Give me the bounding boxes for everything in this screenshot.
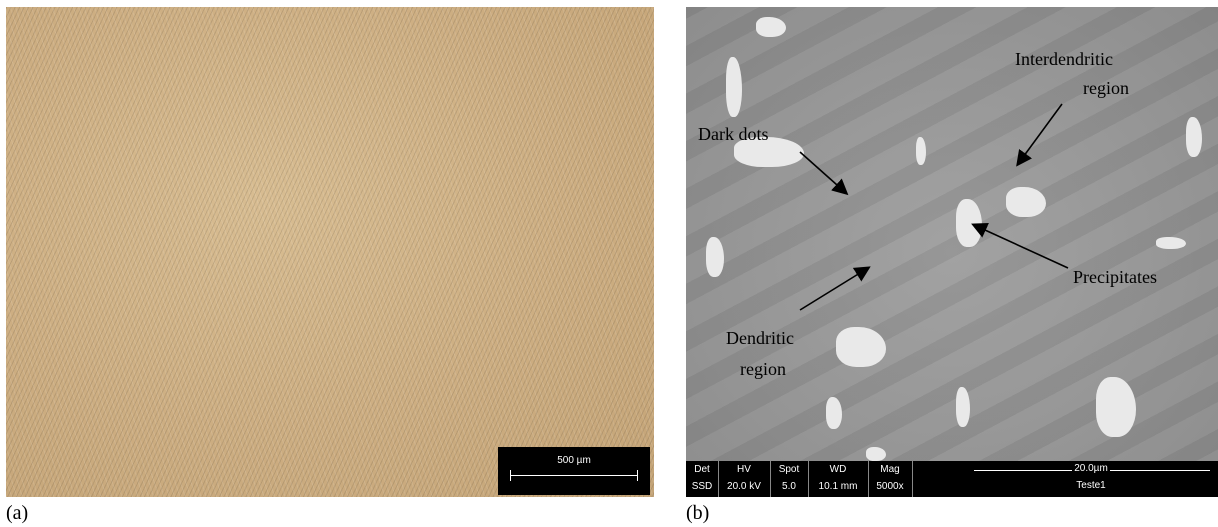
precipitate-blob: [734, 137, 804, 167]
precipitate-blob: [1186, 117, 1202, 157]
sem-scale-bar: 20.0µm Teste1: [964, 461, 1218, 497]
optical-micrograph-image: 500 µm: [6, 7, 654, 497]
sem-scale-label-text: 20.0µm: [1072, 463, 1110, 474]
scale-bar-line: [510, 475, 638, 476]
precipitate-blob: [956, 199, 982, 247]
sem-scale-label: 20.0µm: [964, 463, 1218, 474]
info-mag-value: 5000x: [876, 481, 904, 492]
scale-bar-tick-left: [510, 470, 511, 481]
sem-info-bar: Det SSD HV 20.0 kV Spot 5.0 WD 10.1 mm M…: [686, 461, 1218, 497]
info-mag-label: Mag: [880, 464, 900, 475]
precipitate-blob: [706, 237, 724, 277]
annotation-interdendritic-line1: Interdendritic: [1015, 49, 1113, 69]
annotation-precipitates: Precipitates: [1073, 267, 1157, 287]
arrow-dark-dots: [799, 151, 849, 196]
info-hv-value: 20.0 kV: [727, 481, 761, 492]
info-hv-label: HV: [737, 464, 751, 475]
precipitate-blob: [826, 397, 842, 429]
arrow-dendritic: [799, 266, 871, 311]
scale-bar-tick-right: [637, 470, 638, 481]
precipitate-blob: [956, 387, 970, 427]
info-det-value: SSD: [691, 481, 713, 492]
info-wd-label: WD: [829, 464, 847, 475]
info-det: Det SSD: [686, 461, 719, 497]
info-wd: WD 10.1 mm: [808, 461, 869, 497]
annotation-dark-dots: Dark dots: [698, 124, 769, 144]
precipitate-blob: [1156, 237, 1186, 249]
precipitate-blob: [1096, 377, 1136, 437]
arrow-interdendritic: [1016, 103, 1063, 167]
precipitate-blob: [866, 447, 886, 461]
arrow-precipitates: [971, 223, 1069, 269]
panel-a-label: (a): [6, 502, 29, 524]
info-mag: Mag 5000x: [868, 461, 913, 497]
annotation-interdendritic-line2: region: [1083, 78, 1129, 98]
info-spot-label: Spot: [778, 464, 800, 475]
info-det-label: Det: [694, 464, 710, 475]
precipitate-blob: [916, 137, 926, 165]
precipitate-blob: [836, 327, 886, 367]
scale-bar: 500 µm: [498, 447, 650, 495]
info-wd-value: 10.1 mm: [818, 481, 858, 492]
info-hv: HV 20.0 kV: [718, 461, 771, 497]
info-spot-value: 5.0: [782, 481, 796, 492]
sem-image-name: Teste1: [1076, 480, 1106, 491]
panel-b-label: (b): [686, 502, 710, 524]
annotation-dendritic-line2: region: [740, 359, 786, 379]
annotation-dendritic-line1: Dendritic: [726, 328, 794, 348]
precipitate-blob: [1006, 187, 1046, 217]
precipitate-blob: [756, 17, 786, 37]
precipitate-blob: [726, 57, 742, 117]
scale-bar-label: 500 µm: [557, 455, 591, 466]
info-spot: Spot 5.0: [770, 461, 809, 497]
sem-micrograph-image: [686, 7, 1218, 497]
